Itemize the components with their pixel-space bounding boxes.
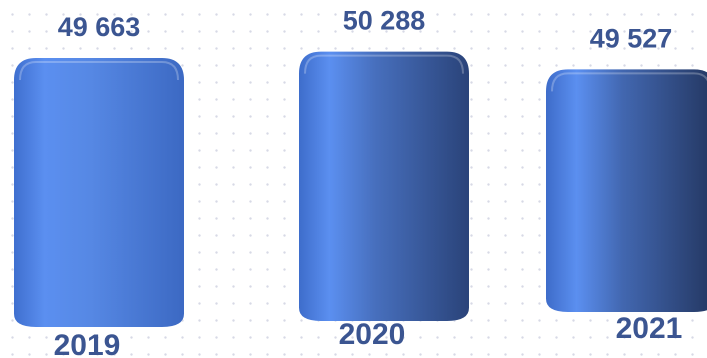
bar-2020 (299, 51, 469, 321)
value-label-2019: 49 663 (58, 12, 141, 42)
bar-2019 (14, 58, 184, 327)
bar-sheen-2020 (304, 54, 464, 74)
category-label-2020: 2020 (339, 318, 406, 351)
labels-layer: 49 663 2019 50 288 2020 49 527 2021 (54, 6, 683, 358)
category-label-2019: 2019 (54, 329, 121, 358)
bar-sheen-2021 (551, 72, 707, 92)
bar-2021 (546, 69, 707, 312)
value-label-2020: 50 288 (343, 6, 426, 36)
category-label-2021: 2021 (616, 312, 683, 345)
value-label-2021: 49 527 (590, 23, 673, 53)
bar-sheen-2019 (19, 61, 179, 81)
bars-layer (14, 51, 707, 327)
